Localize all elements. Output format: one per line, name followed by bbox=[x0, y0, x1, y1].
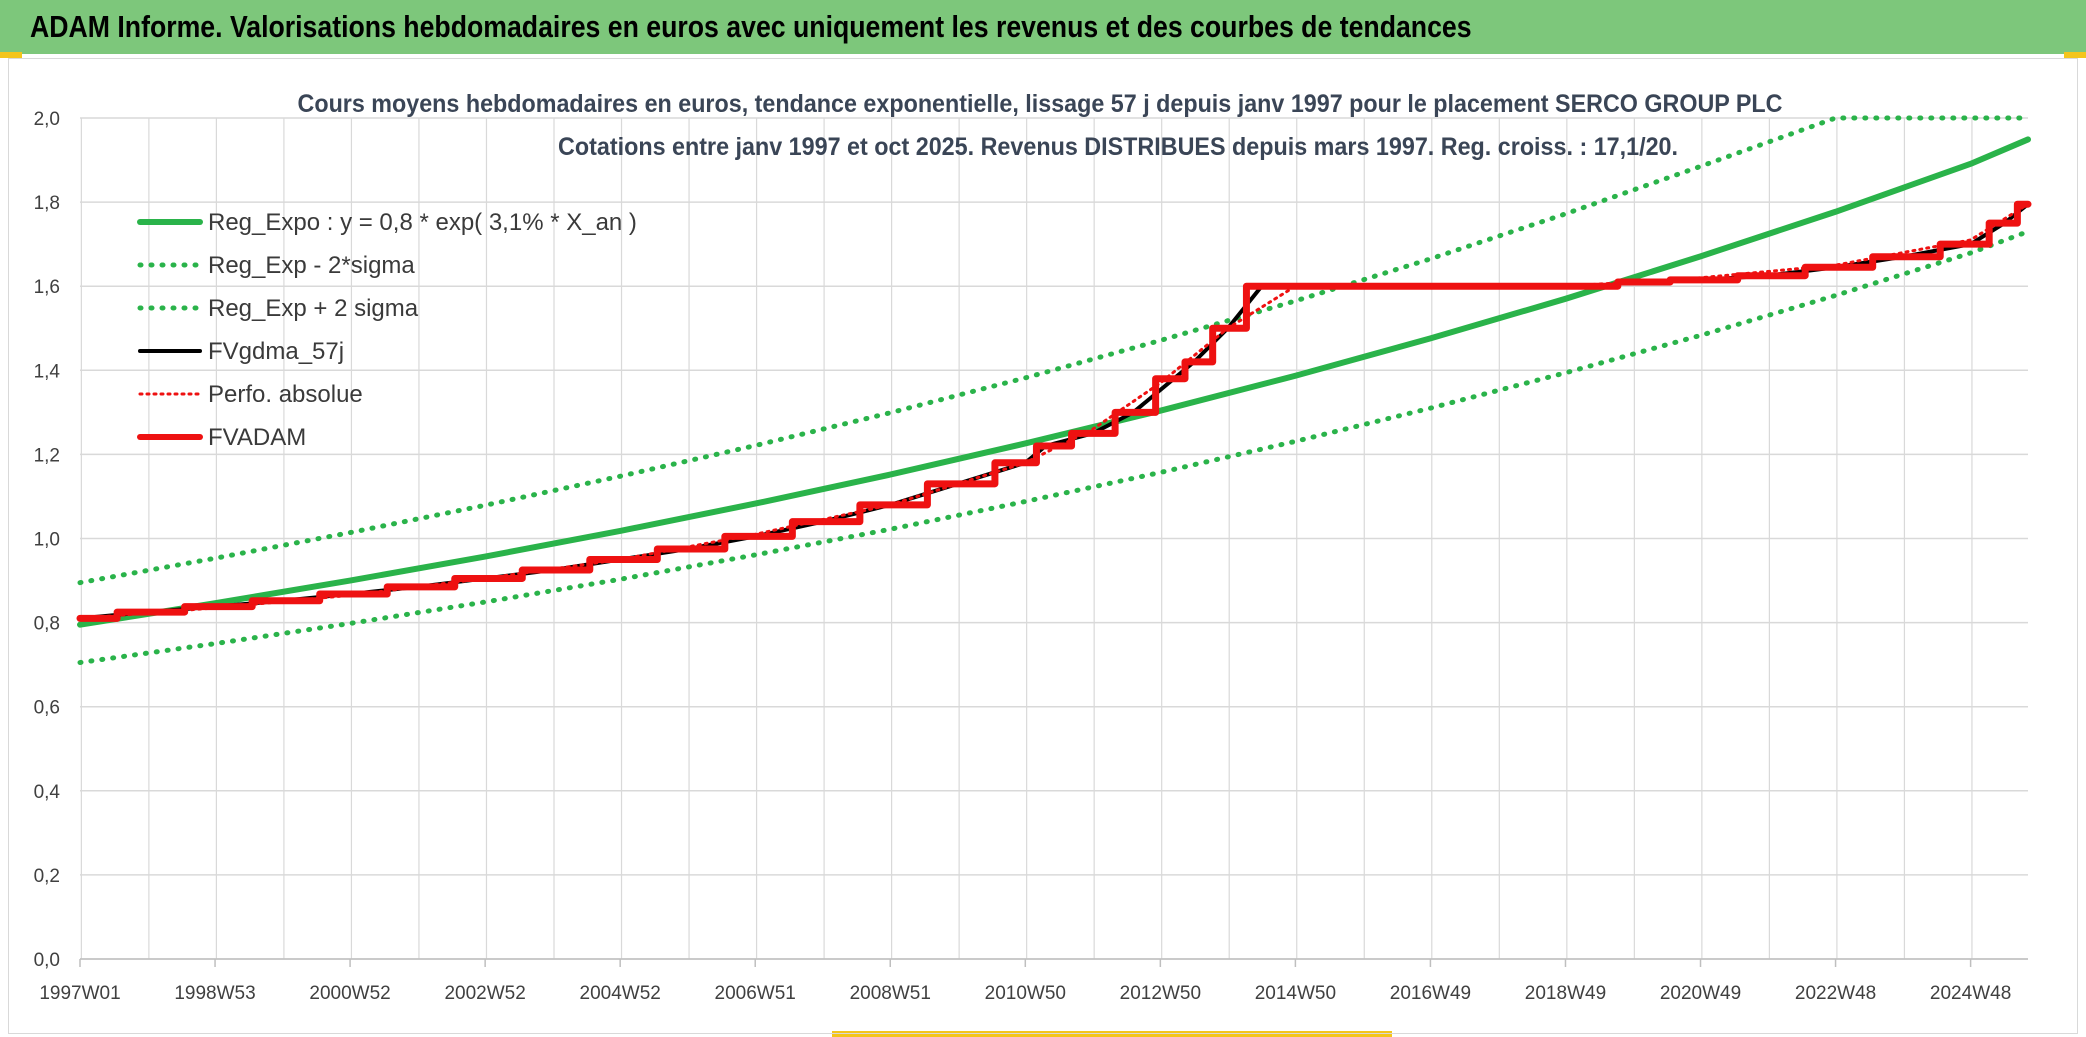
series-reg-exp-minus-line bbox=[77, 229, 2031, 666]
y-tick-label: 1,4 bbox=[34, 361, 61, 382]
series bbox=[76, 115, 2032, 666]
series-reg-expo-line bbox=[77, 136, 2031, 628]
x-tick-label: 2010W50 bbox=[985, 983, 1066, 1004]
y-tick-label: 1,6 bbox=[34, 277, 60, 298]
legend: Reg_Expo : y = 0,8 * exp( 3,1% * X_an ) R… bbox=[137, 209, 637, 451]
series-reg-exp-plus-line bbox=[77, 115, 2031, 586]
x-tick-label: 2014W50 bbox=[1255, 983, 1336, 1004]
x-tick-label: 2002W52 bbox=[444, 983, 525, 1004]
bottom-accent bbox=[832, 1031, 1392, 1037]
legend-label-fvgdma: FVgdma_57j bbox=[208, 338, 344, 365]
x-tick-label: 2000W52 bbox=[309, 983, 390, 1004]
y-tick-label: 1,0 bbox=[34, 530, 60, 551]
legend-label-perfo-absolue: Perfo. absolue bbox=[208, 381, 363, 408]
y-tick-label: 1,2 bbox=[34, 445, 60, 466]
x-tick-label: 1997W01 bbox=[39, 983, 120, 1004]
y-tick-label: 0,0 bbox=[34, 950, 60, 971]
legend-label-reg-exp-plus: Reg_Exp + 2 sigma bbox=[208, 295, 419, 322]
page-title: ADAM Informe. Valorisations hebdomadaire… bbox=[30, 9, 1472, 44]
x-tick-label: 1998W53 bbox=[174, 983, 255, 1004]
header-banner: ADAM Informe. Valorisations hebdomadaire… bbox=[0, 0, 2086, 54]
y-tick-label: 2,0 bbox=[34, 109, 60, 130]
x-tick-label: 2004W52 bbox=[580, 983, 661, 1004]
x-tick-label: 2018W49 bbox=[1525, 983, 1606, 1004]
corner-accent-right bbox=[2064, 52, 2086, 58]
x-tick-label: 2012W50 bbox=[1120, 983, 1201, 1004]
chart-subtitle: Cotations entre janv 1997 et oct 2025. R… bbox=[558, 133, 1678, 161]
x-tick-label: 2006W51 bbox=[715, 983, 796, 1004]
y-tick-label: 0,8 bbox=[34, 614, 60, 635]
legend-label-fvadam: FVADAM bbox=[208, 424, 306, 451]
x-tick-label: 2024W48 bbox=[1930, 983, 2011, 1004]
legend-label-reg-expo: Reg_Expo : y = 0,8 * exp( 3,1% * X_an ) bbox=[208, 209, 637, 236]
x-tick-label: 2016W49 bbox=[1390, 983, 1471, 1004]
y-tick-label: 0,4 bbox=[34, 782, 61, 803]
grid bbox=[80, 117, 2028, 960]
series-fvadam-line bbox=[76, 200, 2032, 622]
corner-accent-left bbox=[0, 52, 22, 58]
axes: 0,0 0,2 0,4 0,6 0,8 1,0 1,2 1,4 1,6 1,8 2,0 1997W01… bbox=[34, 109, 2028, 1004]
legend-label-reg-exp-minus: Reg_Exp - 2*sigma bbox=[208, 252, 415, 279]
y-tick-label: 1,8 bbox=[34, 193, 60, 214]
y-tick-label: 0,2 bbox=[34, 866, 60, 887]
chart-frame bbox=[8, 58, 2078, 1034]
x-tick-label: 2008W51 bbox=[850, 983, 931, 1004]
x-tick-label: 2022W48 bbox=[1795, 983, 1876, 1004]
x-tick-label: 2020W49 bbox=[1660, 983, 1741, 1004]
chart-title: Cours moyens hebdomadaires en euros, ten… bbox=[298, 90, 1783, 118]
y-tick-label: 0,6 bbox=[34, 698, 60, 719]
